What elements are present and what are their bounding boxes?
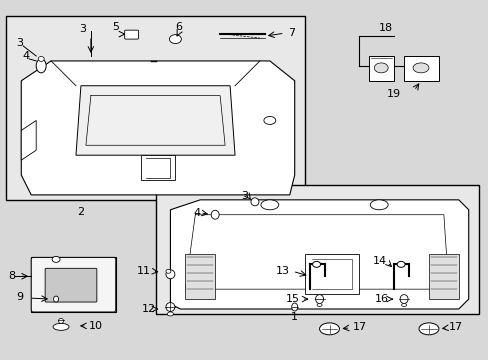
- Polygon shape: [403, 56, 438, 81]
- Ellipse shape: [315, 294, 323, 303]
- Text: 15: 15: [285, 294, 299, 304]
- Text: 8: 8: [8, 271, 15, 281]
- Ellipse shape: [418, 323, 438, 335]
- Text: 3: 3: [16, 38, 23, 48]
- Text: 14: 14: [372, 256, 386, 266]
- Polygon shape: [428, 255, 458, 299]
- FancyBboxPatch shape: [124, 30, 138, 39]
- FancyBboxPatch shape: [45, 268, 97, 302]
- Polygon shape: [76, 86, 235, 155]
- Text: 4: 4: [193, 208, 200, 218]
- Polygon shape: [141, 155, 175, 180]
- Ellipse shape: [53, 323, 69, 330]
- Text: 16: 16: [374, 294, 388, 304]
- Ellipse shape: [59, 319, 63, 323]
- Bar: [155, 185, 478, 314]
- Ellipse shape: [169, 35, 181, 44]
- Ellipse shape: [54, 296, 59, 302]
- Ellipse shape: [373, 63, 387, 73]
- Text: 6: 6: [175, 22, 182, 32]
- Text: 5: 5: [111, 22, 119, 32]
- Ellipse shape: [167, 312, 173, 316]
- Polygon shape: [304, 255, 359, 294]
- Text: 11: 11: [136, 266, 150, 276]
- Polygon shape: [170, 200, 468, 309]
- Ellipse shape: [396, 261, 404, 267]
- Ellipse shape: [316, 303, 322, 306]
- Bar: [31, 257, 116, 312]
- Text: 19: 19: [386, 89, 400, 99]
- Polygon shape: [368, 56, 393, 81]
- FancyBboxPatch shape: [31, 257, 116, 312]
- Polygon shape: [185, 255, 215, 299]
- Polygon shape: [21, 121, 36, 160]
- Text: 17: 17: [448, 322, 462, 332]
- Ellipse shape: [36, 59, 46, 73]
- Text: 13: 13: [275, 266, 289, 276]
- Text: 3: 3: [79, 24, 86, 34]
- Ellipse shape: [165, 270, 175, 279]
- Text: 7: 7: [287, 28, 294, 38]
- Ellipse shape: [412, 63, 428, 73]
- Text: 10: 10: [89, 321, 102, 331]
- Ellipse shape: [401, 303, 406, 306]
- Bar: [6, 16, 304, 200]
- Text: 1: 1: [291, 312, 298, 322]
- Ellipse shape: [319, 323, 339, 335]
- Text: 3: 3: [241, 191, 247, 201]
- Ellipse shape: [312, 261, 320, 267]
- Polygon shape: [21, 61, 294, 195]
- Ellipse shape: [38, 57, 44, 62]
- Text: 2: 2: [77, 207, 84, 217]
- Text: 9: 9: [16, 292, 23, 302]
- Text: 12: 12: [141, 304, 155, 314]
- Text: 17: 17: [352, 322, 366, 332]
- Ellipse shape: [264, 117, 275, 125]
- Ellipse shape: [369, 200, 387, 210]
- Ellipse shape: [291, 303, 297, 311]
- Ellipse shape: [165, 302, 175, 311]
- Ellipse shape: [399, 294, 407, 303]
- Ellipse shape: [165, 269, 171, 273]
- Text: 4: 4: [22, 51, 30, 61]
- Ellipse shape: [211, 210, 219, 219]
- Text: 18: 18: [378, 23, 392, 33]
- Ellipse shape: [52, 256, 60, 262]
- Ellipse shape: [250, 198, 258, 206]
- Ellipse shape: [261, 200, 278, 210]
